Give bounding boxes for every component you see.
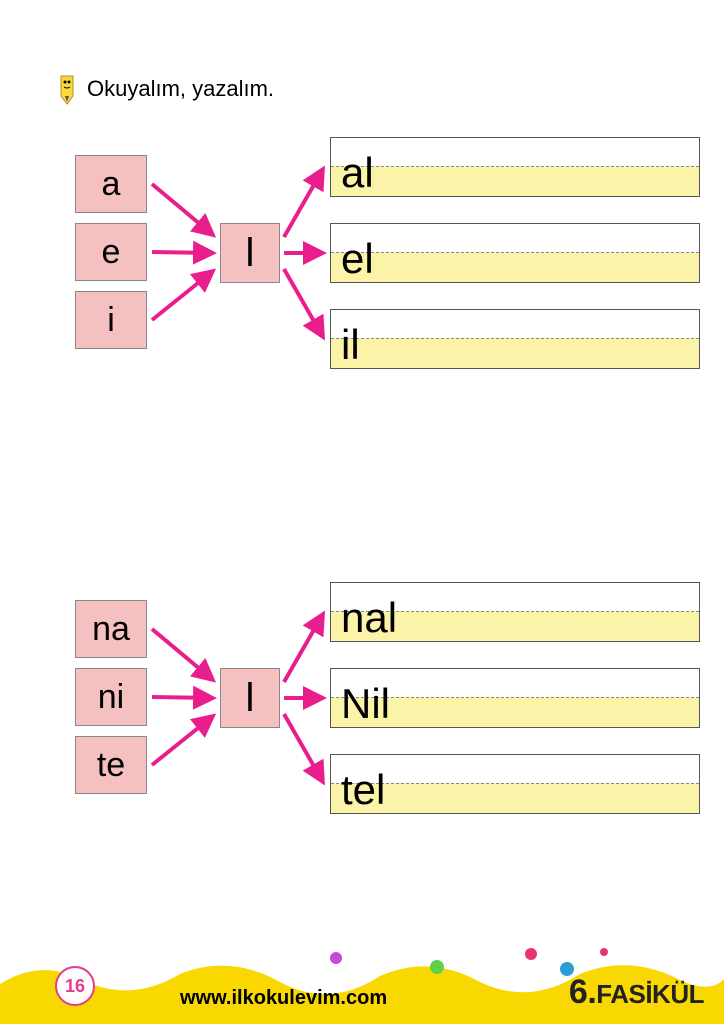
write-line xyxy=(331,338,699,368)
input-box: te xyxy=(75,736,147,794)
output-word: tel xyxy=(341,769,385,811)
output-word: al xyxy=(341,152,374,194)
write-box: el xyxy=(330,223,700,283)
write-line xyxy=(331,783,699,813)
exercise-1: a e i l al el il xyxy=(0,125,724,405)
center-box: l xyxy=(220,223,280,283)
output-word: il xyxy=(341,324,360,366)
exercise-2: na ni te l nal Nil tel xyxy=(0,570,724,850)
page-number: 16 xyxy=(55,966,95,1006)
decor-dot xyxy=(430,960,444,974)
footer-url: www.ilkokulevim.com xyxy=(180,987,387,1010)
input-letter: te xyxy=(97,746,125,785)
write-line xyxy=(331,166,699,196)
fasikul-text: FASİKÜL xyxy=(596,979,704,1009)
fasikul-label: 6.FASİKÜL xyxy=(569,973,704,1012)
input-letter: ni xyxy=(98,678,124,717)
decor-dot xyxy=(600,948,608,956)
input-box: ni xyxy=(75,668,147,726)
instruction-text: Okuyalım, yazalım. xyxy=(87,76,274,102)
input-letter: e xyxy=(102,233,121,272)
input-letter: na xyxy=(92,610,130,649)
input-box: e xyxy=(75,223,147,281)
write-box: nal xyxy=(330,582,700,642)
decor-dot xyxy=(525,948,537,960)
output-word: el xyxy=(341,238,374,280)
input-letter: a xyxy=(102,165,121,204)
write-box: tel xyxy=(330,754,700,814)
output-word: Nil xyxy=(341,683,390,725)
decor-dot xyxy=(330,952,342,964)
center-box: l xyxy=(220,668,280,728)
fasikul-num: 6. xyxy=(569,973,596,1011)
input-box: a xyxy=(75,155,147,213)
footer: 16 www.ilkokulevim.com 6.FASİKÜL xyxy=(0,934,724,1024)
header: Okuyalım, yazalım. xyxy=(55,72,274,106)
input-letter: i xyxy=(107,301,115,340)
input-box: na xyxy=(75,600,147,658)
page-number-text: 16 xyxy=(65,976,85,997)
write-box: il xyxy=(330,309,700,369)
center-letter: l xyxy=(246,231,255,276)
write-box: Nil xyxy=(330,668,700,728)
center-letter: l xyxy=(246,676,255,721)
write-box: al xyxy=(330,137,700,197)
output-word: nal xyxy=(341,597,397,639)
pencil-icon xyxy=(55,72,79,106)
input-box: i xyxy=(75,291,147,349)
write-line xyxy=(331,252,699,282)
